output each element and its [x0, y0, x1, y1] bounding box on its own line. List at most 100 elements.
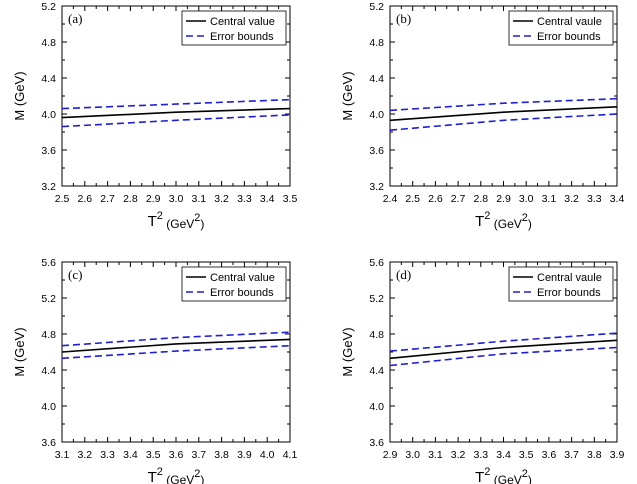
y-tick-label: 4.4 [41, 365, 56, 377]
x-axis-title-unit: (GeV [490, 217, 521, 231]
central-value-line [61, 338, 291, 353]
chart-panel-c: 3.1 3.2 3.3 3.4 3.5 3.6 3.7 3.8 3.9 4.0 4.1 3.6 4.0 4… [12, 257, 297, 484]
x-tick-label: 2.6 [428, 193, 443, 205]
legend-item-central: Central value [210, 272, 275, 284]
x-axis-title: T2 (GeV2) [148, 466, 205, 484]
error-bound-line [61, 114, 291, 128]
x-tick-label: 3.3 [473, 449, 488, 461]
x-axis-title: T2 (GeV2) [148, 210, 205, 231]
y-tick-label: 5.6 [369, 257, 384, 269]
panel-label: (d) [396, 267, 411, 282]
x-tick-label: 3.1 [55, 449, 70, 461]
y-axis-title: M (GeV) [12, 71, 27, 120]
x-tick-label: 2.7 [451, 193, 466, 205]
error-bound-line [389, 113, 618, 131]
panel-label: (a) [68, 11, 82, 26]
x-tick-label: 2.4 [383, 193, 398, 205]
x-tick-label: 3.0 [169, 193, 184, 205]
central-value-line [61, 107, 291, 119]
legend-item-bounds: Error bounds [210, 287, 274, 299]
panel-label: (c) [68, 267, 82, 282]
x-axis-title-symbol: T [475, 213, 484, 230]
x-axis-title-unit: (GeV [163, 473, 194, 484]
y-tick-label: 5.2 [369, 1, 384, 13]
y-tick-label: 3.6 [41, 437, 56, 449]
y-tick-label: 4.4 [369, 73, 384, 85]
x-tick-label: 2.8 [123, 193, 138, 205]
chart-panel-b: 2.4 2.5 2.6 2.7 2.8 2.9 3.0 3.1 3.2 3.3 3.4 3.2 3.6 4… [340, 1, 624, 231]
y-tick-label: 4.8 [41, 329, 56, 341]
legend-box [181, 10, 287, 46]
x-axis-title-unit-close: ) [528, 217, 532, 231]
legend-box [181, 266, 287, 302]
y-tick-label: 5.2 [369, 293, 384, 305]
central-value-line [389, 339, 618, 360]
x-tick-label: 4.0 [260, 449, 275, 461]
x-tick-label: 3.8 [587, 449, 602, 461]
y-tick-label: 5.2 [41, 293, 56, 305]
x-tick-label: 3.9 [610, 449, 625, 461]
legend-box [508, 266, 614, 302]
y-tick-label: 4.0 [41, 109, 56, 121]
legend-item-bounds: Error bounds [537, 31, 601, 43]
y-tick-label: 3.6 [41, 145, 56, 157]
x-tick-label: 3.3 [100, 449, 115, 461]
x-tick-label: 2.6 [77, 193, 92, 205]
error-bound-line [389, 97, 618, 112]
legend-item-central: Central value [210, 16, 275, 28]
legend-item-central: Central vaule [537, 272, 602, 284]
x-axis-title-sup: 2 [484, 466, 490, 478]
x-axis-title-sup: 2 [484, 210, 490, 222]
x-tick-label: 3.7 [564, 449, 579, 461]
x-tick-label: 2.9 [146, 193, 161, 205]
x-tick-label: 3.6 [542, 449, 557, 461]
x-tick-label: 3.5 [519, 449, 534, 461]
x-axis-title-symbol: T [148, 213, 157, 230]
x-tick-label: 3.4 [610, 193, 625, 205]
y-tick-label: 4.0 [369, 109, 384, 121]
error-bound-line [61, 331, 291, 347]
x-tick-label: 3.2 [564, 193, 579, 205]
legend-item-central: Central vaule [537, 16, 602, 28]
x-axis-title-symbol: T [475, 469, 484, 484]
y-tick-label: 4.8 [369, 329, 384, 341]
y-tick-label: 4.0 [369, 401, 384, 413]
x-tick-label: 3.1 [542, 193, 557, 205]
x-axis-title-unit-close: ) [200, 217, 204, 231]
x-tick-label: 3.5 [283, 193, 298, 205]
x-tick-label: 3.0 [405, 449, 420, 461]
x-axis-title-sup: 2 [157, 466, 163, 478]
x-tick-label: 2.8 [473, 193, 488, 205]
x-tick-label: 2.5 [55, 193, 70, 205]
y-axis-title: M (GeV) [12, 327, 27, 376]
x-tick-label: 2.9 [496, 193, 511, 205]
x-axis-title-unit-sup: 2 [194, 212, 200, 224]
x-axis-title: T2 (GeV2) [475, 466, 532, 484]
x-tick-label: 2.7 [100, 193, 115, 205]
y-tick-label: 3.6 [369, 145, 384, 157]
x-tick-label: 3.8 [214, 449, 229, 461]
y-tick-label: 4.4 [41, 73, 56, 85]
y-axis-title: M (GeV) [340, 327, 355, 376]
x-tick-label: 3.2 [214, 193, 229, 205]
x-tick-label: 2.9 [383, 449, 398, 461]
x-axis-title-symbol: T [148, 469, 157, 484]
x-axis-title-unit-sup: 2 [194, 468, 200, 480]
x-tick-label: 3.5 [146, 449, 161, 461]
error-bound-line [389, 332, 618, 352]
y-tick-label: 4.8 [369, 37, 384, 49]
central-value-line [389, 106, 618, 122]
x-axis-title-unit: (GeV [163, 217, 194, 231]
panel-label: (b) [396, 11, 411, 26]
x-tick-label: 3.1 [428, 449, 443, 461]
legend-item-bounds: Error bounds [210, 31, 274, 43]
legend-box [508, 10, 614, 46]
x-tick-label: 3.2 [77, 449, 92, 461]
x-tick-label: 3.4 [123, 449, 138, 461]
y-tick-label: 4.0 [41, 401, 56, 413]
y-tick-label: 4.4 [369, 365, 384, 377]
x-tick-label: 3.3 [587, 193, 602, 205]
x-axis-title-unit-sup: 2 [522, 212, 528, 224]
y-tick-label: 5.6 [41, 257, 56, 269]
